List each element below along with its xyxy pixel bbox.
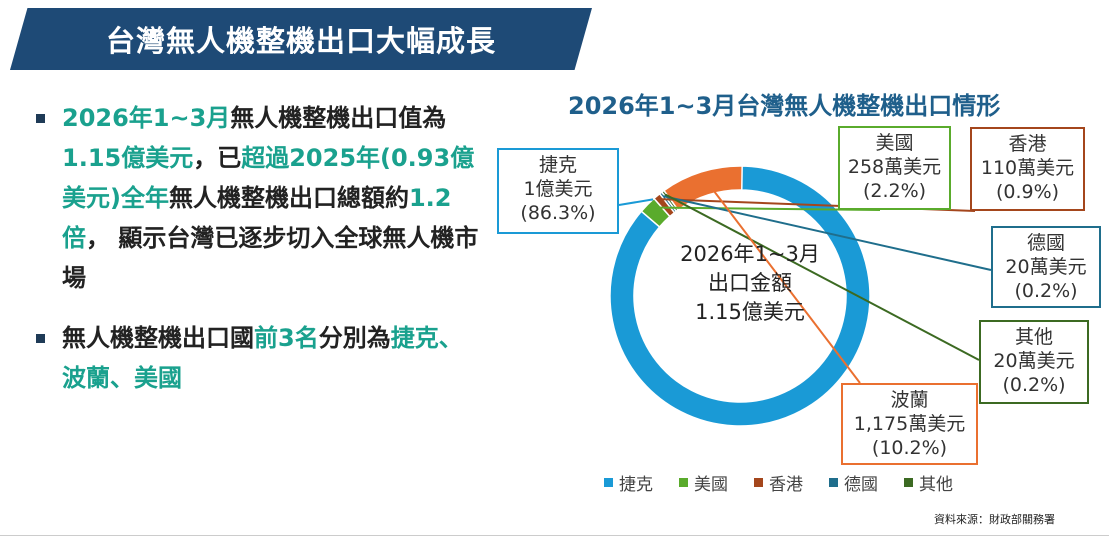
- callout-hongkong: 香港 110萬美元 (0.9%): [970, 127, 1085, 211]
- donut-slice: [662, 165, 743, 212]
- divider: [0, 535, 1109, 536]
- donut-center-label: 2026年1~3月 出口金額 1.15億美元: [660, 240, 840, 327]
- bullet-text-segment: ，已: [193, 144, 242, 172]
- callout-leader-line: [701, 175, 861, 384]
- center-label-line: 1.15億美元: [695, 300, 805, 324]
- callout-value: 1,175萬美元: [853, 413, 966, 435]
- legend-item: 捷克: [604, 470, 653, 495]
- legend-label: 捷克: [619, 475, 653, 495]
- callout-value: 20萬美元: [993, 350, 1075, 372]
- chart-legend: 捷克 美國 香港 德國 其他: [604, 470, 953, 495]
- center-label-line: 2026年1~3月: [680, 242, 820, 266]
- callout-other: 其他 20萬美元 (0.2%): [979, 320, 1089, 404]
- callout-name: 德國: [1026, 232, 1065, 254]
- bullet-text: 無人機整機出口國前3名分別為捷克、波蘭、美國: [62, 318, 481, 398]
- callout-name: 其他: [1014, 326, 1053, 348]
- bullet-point: 無人機整機出口國前3名分別為捷克、波蘭、美國: [36, 318, 481, 398]
- highlight-text: 1.15億美元: [62, 144, 194, 172]
- callout-percent: (0.9%): [995, 181, 1060, 203]
- callout-percent: (2.2%): [862, 180, 927, 202]
- callout-name: 捷克: [538, 154, 577, 176]
- callout-percent: (0.2%): [1014, 280, 1078, 302]
- callout-leader-line: [618, 198, 654, 206]
- legend-item: 美國: [679, 470, 728, 495]
- callout-germany: 德國 20萬美元 (0.2%): [991, 226, 1101, 308]
- legend-label: 其他: [919, 475, 953, 495]
- legend-swatch: [829, 478, 838, 487]
- legend-swatch: [904, 478, 913, 487]
- callout-percent: (10.2%): [871, 437, 948, 459]
- highlight-text: 捷克、波蘭、美國: [62, 324, 463, 392]
- callout-poland: 波蘭 1,175萬美元 (10.2%): [841, 383, 978, 465]
- callout-value: 258萬美元: [847, 156, 942, 178]
- callout-usa: 美國 258萬美元 (2.2%): [838, 126, 951, 210]
- bullet-text-segment: 無人機整機出口國: [62, 324, 254, 352]
- bullet-text-segment: 無人機整機出口總額約: [168, 184, 409, 212]
- callout-czech: 捷克 1億美元 (86.3%): [497, 148, 619, 234]
- callout-name: 美國: [875, 132, 914, 154]
- highlight-text: 前3名: [254, 324, 319, 352]
- legend-label: 美國: [694, 475, 728, 495]
- callout-percent: (86.3%): [520, 202, 596, 224]
- bullet-text-segment: ， 顯示台灣已逐步切入全球無人機市場: [62, 224, 479, 292]
- title-banner: 台灣無人機整機出口大幅成長: [10, 8, 592, 70]
- donut-slice: [609, 165, 871, 427]
- callout-value: 110萬美元: [980, 157, 1075, 179]
- callout-value: 1億美元: [523, 178, 593, 200]
- page-title: 台灣無人機整機出口大幅成長: [105, 24, 496, 58]
- legend-label: 香港: [769, 475, 803, 495]
- legend-swatch: [754, 478, 763, 487]
- bullet-text-segment: 無人機整機出口值為: [230, 104, 447, 132]
- bullet-marker: [36, 334, 45, 343]
- highlight-text: 2026年1~3月: [62, 104, 231, 132]
- legend-swatch: [679, 478, 688, 487]
- legend-item: 德國: [829, 470, 878, 495]
- legend-item: 香港: [754, 470, 803, 495]
- legend-label: 德國: [844, 475, 878, 495]
- callout-percent: (0.2%): [1002, 374, 1066, 396]
- highlight-text: 1.2倍: [62, 184, 452, 252]
- center-label-line: 出口金額: [708, 271, 792, 295]
- callout-name: 香港: [1008, 133, 1047, 155]
- callout-leader-line: [662, 195, 992, 271]
- bullet-text: 2026年1~3月無人機整機出口值為 1.15億美元，已超過2025年(0.93億…: [62, 98, 481, 298]
- bullet-text-segment: 分別為: [318, 324, 391, 352]
- bullet-point: 2026年1~3月無人機整機出口值為 1.15億美元，已超過2025年(0.93億…: [36, 98, 481, 298]
- legend-item: 其他: [904, 470, 953, 495]
- chart-title: 2026年1~3月台灣無人機整機出口情形: [568, 92, 1001, 120]
- bullet-marker: [36, 114, 45, 123]
- callout-name: 波蘭: [890, 389, 929, 411]
- callout-value: 20萬美元: [1005, 256, 1087, 278]
- legend-swatch: [604, 478, 613, 487]
- highlight-text: 超過2025年(0.93億美元)全年: [62, 144, 475, 212]
- callout-leader-line: [664, 193, 980, 361]
- source-note: 資料來源：財政部關務署: [934, 513, 1055, 526]
